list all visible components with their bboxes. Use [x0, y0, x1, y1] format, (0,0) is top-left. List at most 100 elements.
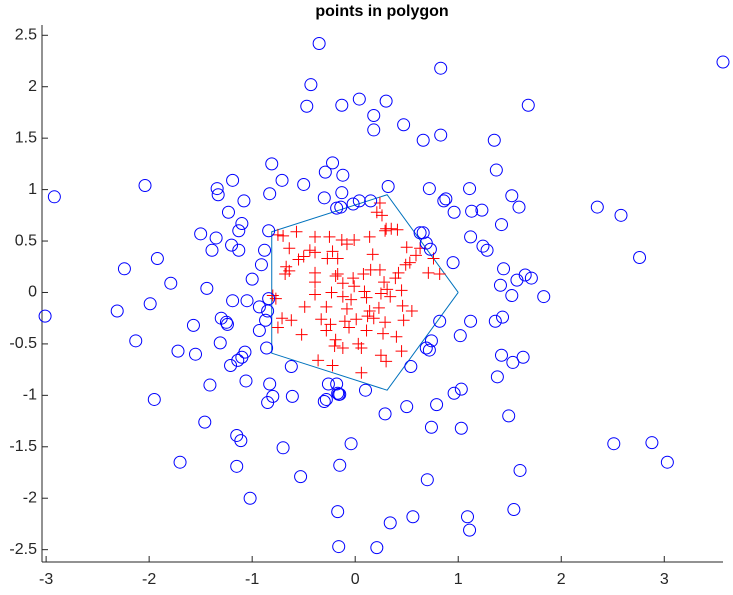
outside-point	[344, 437, 358, 451]
outside-point	[330, 201, 344, 215]
inside-point	[385, 222, 398, 235]
outside-point	[294, 470, 308, 484]
inside-point	[374, 349, 387, 362]
outside-point	[210, 182, 224, 196]
outside-point	[453, 329, 467, 343]
inside-point	[309, 276, 322, 289]
outside-point	[716, 55, 730, 69]
outside-point	[489, 163, 503, 177]
outside-point	[416, 133, 430, 147]
outside-point	[537, 290, 551, 304]
inside-point	[283, 242, 296, 255]
outside-point	[47, 190, 61, 204]
inside-point	[336, 342, 349, 355]
polygon-line	[271, 194, 459, 391]
outside-point	[437, 194, 451, 208]
inside-point	[433, 267, 446, 280]
inside-point	[325, 286, 338, 299]
outside-point	[490, 370, 504, 384]
inside-point	[379, 224, 392, 237]
outside-point	[433, 314, 447, 328]
inside-point	[336, 290, 349, 303]
inside-point	[320, 324, 333, 337]
inside-point	[355, 342, 368, 355]
inside-point	[361, 310, 374, 323]
outside-point	[194, 227, 208, 241]
outside-point	[367, 109, 381, 123]
inside-point	[377, 327, 390, 340]
outside-point	[319, 392, 333, 406]
outside-point	[252, 324, 266, 338]
outside-point	[261, 304, 275, 318]
outside-point	[263, 187, 277, 201]
outside-point	[209, 231, 223, 245]
outside-point	[413, 226, 427, 240]
outside-point	[260, 341, 274, 355]
outside-point	[333, 458, 347, 472]
outside-point	[226, 173, 240, 187]
outside-point	[275, 173, 289, 187]
inside-point	[390, 330, 403, 343]
inside-point	[374, 287, 387, 300]
outside-point	[497, 262, 511, 276]
inside-point	[266, 289, 279, 302]
inside-point	[329, 333, 342, 346]
outside-point	[284, 360, 298, 374]
outside-point	[475, 203, 489, 217]
inside-point	[373, 263, 386, 276]
y-tick-label: -2	[23, 489, 37, 506]
inside-point	[338, 315, 351, 328]
inside-point	[384, 290, 397, 303]
inside-point	[348, 280, 361, 293]
outside-point	[263, 377, 277, 391]
outside-point	[614, 208, 628, 222]
inside-point	[358, 285, 371, 298]
outside-point	[239, 374, 253, 388]
outside-point	[521, 98, 535, 112]
outside-point	[645, 436, 659, 450]
outside-point	[205, 243, 219, 257]
inside-point	[309, 246, 322, 259]
inside-point	[396, 299, 409, 312]
outside-point	[129, 334, 143, 348]
inside-point	[366, 248, 379, 261]
outside-point	[464, 314, 478, 328]
inside-point	[290, 225, 303, 238]
outside-point	[304, 78, 318, 92]
outside-point	[213, 336, 227, 350]
inside-point	[380, 355, 393, 368]
outside-point	[434, 128, 448, 142]
outside-point	[488, 314, 502, 328]
outside-point	[138, 178, 152, 192]
outside-point	[186, 318, 200, 332]
outside-point	[446, 256, 460, 270]
outside-point	[633, 250, 647, 264]
outside-point	[352, 92, 366, 106]
outside-point	[110, 304, 124, 318]
outside-point	[318, 165, 332, 179]
outside-point	[297, 177, 311, 191]
outside-point	[331, 505, 345, 519]
inside-point	[331, 252, 344, 265]
y-tick-label: 0.5	[15, 232, 37, 249]
outside-point	[252, 300, 266, 314]
inside-point	[355, 366, 368, 379]
y-tick-label: 0	[28, 284, 37, 301]
inside-point	[400, 241, 413, 254]
outside-point	[506, 355, 520, 369]
outside-point	[454, 382, 468, 396]
outside-point	[493, 278, 507, 292]
inside-point	[345, 293, 358, 306]
outside-point	[487, 133, 501, 147]
inside-point	[348, 234, 361, 247]
outside-point	[404, 360, 418, 374]
outside-point	[332, 540, 346, 554]
outside-point	[423, 242, 437, 256]
outside-point	[237, 194, 251, 208]
outside-point	[434, 61, 448, 75]
outside-point	[422, 343, 436, 357]
inside-point	[336, 277, 349, 290]
outside-point	[607, 437, 621, 451]
inside-point	[297, 250, 310, 263]
